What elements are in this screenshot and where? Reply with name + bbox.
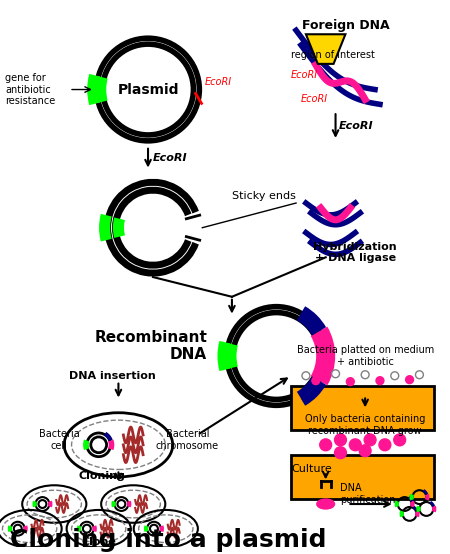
Circle shape: [391, 372, 399, 379]
Text: EcoRI: EcoRI: [301, 94, 328, 104]
Circle shape: [394, 434, 405, 446]
Text: Clone: Clone: [81, 536, 116, 547]
Text: Bacteria platted on medium
+ antibiotic: Bacteria platted on medium + antibiotic: [297, 345, 434, 367]
Text: Foreign DNA: Foreign DNA: [302, 19, 389, 32]
Text: Bacterial
chromosome: Bacterial chromosome: [156, 429, 219, 450]
Circle shape: [361, 371, 369, 379]
Text: Recombinant
DNA: Recombinant DNA: [94, 330, 207, 362]
Polygon shape: [306, 34, 346, 64]
Text: Hybridization
+ DNA ligase: Hybridization + DNA ligase: [314, 242, 397, 263]
Circle shape: [379, 439, 391, 451]
Text: Sticky ends: Sticky ends: [232, 191, 296, 201]
Circle shape: [359, 445, 371, 456]
Circle shape: [332, 370, 339, 378]
Text: DNA insertion: DNA insertion: [69, 371, 156, 381]
Circle shape: [334, 434, 347, 446]
Circle shape: [320, 439, 332, 451]
Text: EcoRI: EcoRI: [291, 70, 318, 80]
Circle shape: [376, 377, 384, 384]
Circle shape: [346, 378, 354, 386]
Circle shape: [302, 372, 310, 379]
Circle shape: [405, 376, 414, 383]
Text: DNA
purification: DNA purification: [341, 483, 396, 505]
FancyBboxPatch shape: [291, 386, 434, 430]
Circle shape: [364, 434, 376, 446]
Text: Only bacteria containing
recombinant DNA grow: Only bacteria containing recombinant DNA…: [305, 414, 425, 436]
Text: gene for
antibiotic
resistance: gene for antibiotic resistance: [5, 73, 55, 106]
Circle shape: [334, 447, 347, 459]
Text: Culture: Culture: [291, 464, 332, 474]
FancyBboxPatch shape: [291, 455, 434, 499]
Text: Plasmid: Plasmid: [117, 83, 179, 96]
Text: Cloning: Cloning: [79, 471, 126, 481]
Circle shape: [349, 439, 361, 451]
Text: EcoRI: EcoRI: [204, 76, 231, 86]
Circle shape: [415, 371, 423, 379]
Text: EcoRI: EcoRI: [338, 121, 373, 131]
Text: Cloning into a plasmid: Cloning into a plasmid: [10, 527, 326, 552]
Text: Bacteria
cell: Bacteria cell: [39, 429, 80, 450]
Text: EcoRI: EcoRI: [153, 153, 188, 163]
Text: region of interest: region of interest: [291, 50, 375, 60]
Ellipse shape: [317, 499, 334, 509]
Circle shape: [312, 377, 320, 384]
